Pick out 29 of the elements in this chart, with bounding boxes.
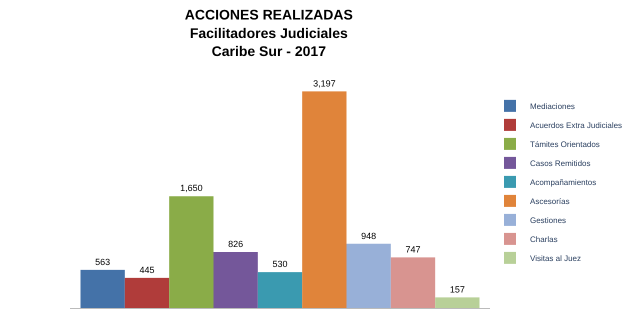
legend-label: Támites Orientados — [530, 140, 600, 150]
legend-label: Casos Remitidos — [530, 159, 590, 168]
bar — [258, 272, 302, 308]
bar — [346, 244, 391, 308]
data-label: 3,197 — [313, 78, 336, 88]
data-label: 563 — [95, 256, 110, 267]
data-label: 1,650 — [180, 183, 203, 194]
chart-title: ACCIONES REALIZADAS — [184, 6, 353, 23]
legend-label: Gestiones — [530, 216, 566, 226]
data-label: 530 — [272, 259, 288, 270]
bar — [435, 297, 480, 308]
data-label: 747 — [405, 244, 421, 254]
legend-label: Acompañamientos — [530, 178, 596, 188]
chart-subtitle: Facilitadores Judiciales Caribe Sur - 2017 — [190, 24, 348, 60]
legend-label: Ascesorías — [530, 197, 570, 206]
legend-label: Mediaciones — [530, 102, 575, 112]
data-label: 826 — [228, 239, 244, 250]
bar — [80, 270, 125, 308]
legend-label: Charlas — [530, 235, 558, 244]
data-label: 445 — [139, 264, 155, 275]
bar — [169, 196, 214, 308]
data-label: 157 — [450, 284, 465, 294]
bar — [302, 91, 346, 308]
bar — [124, 278, 170, 308]
bar — [214, 252, 258, 308]
data-label: 948 — [361, 230, 376, 241]
legend-label: Acuerdos Extra Judiciales — [530, 121, 622, 130]
legend-label: Visitas al Juez — [530, 254, 581, 264]
bar — [390, 257, 436, 308]
